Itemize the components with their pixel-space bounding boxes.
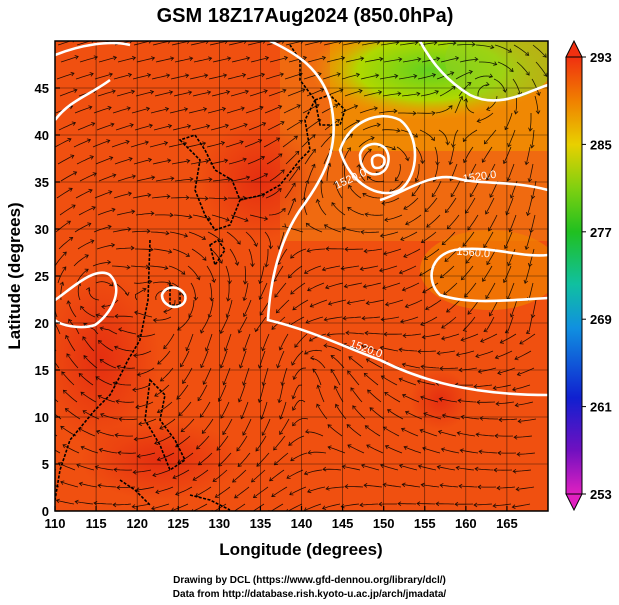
y-tick-label: 35 bbox=[35, 175, 49, 190]
x-tick-label: 140 bbox=[291, 516, 313, 531]
colorbar-tick-label: 253 bbox=[590, 487, 612, 502]
x-tick-label: 110 bbox=[45, 516, 66, 531]
y-tick-label: 10 bbox=[35, 410, 49, 425]
y-tick-label: 5 bbox=[42, 457, 49, 472]
y-axis-label: Latitude (degrees) bbox=[5, 202, 24, 349]
colorbar-tick-label: 269 bbox=[590, 312, 612, 327]
y-tick-label: 20 bbox=[35, 316, 49, 331]
geopotential-contours bbox=[55, 41, 548, 397]
y-axis-ticks: 0 5 10 15 20 25 30 35 40 45 bbox=[35, 81, 60, 519]
colorbar-tick-label: 277 bbox=[590, 225, 612, 240]
y-tick-label: 0 bbox=[42, 504, 49, 519]
colorbar-tick-label: 293 bbox=[590, 50, 612, 65]
x-tick-label: 120 bbox=[126, 516, 148, 531]
y-tick-label: 15 bbox=[35, 363, 49, 378]
colorbar-bottom-arrow bbox=[565, 493, 583, 512]
credit-data-source: Data from http://database.rish.kyoto-u.a… bbox=[172, 589, 447, 600]
contour-line bbox=[370, 153, 386, 170]
colorbar-tick-label: 261 bbox=[590, 400, 612, 415]
contour-line bbox=[358, 142, 390, 176]
contour-line bbox=[55, 41, 131, 57]
contour-line bbox=[418, 41, 548, 102]
x-tick-label: 130 bbox=[208, 516, 230, 531]
y-tick-label: 25 bbox=[35, 269, 49, 284]
contour-line bbox=[379, 175, 548, 202]
contour-line bbox=[55, 271, 118, 329]
x-tick-label: 125 bbox=[167, 516, 189, 531]
contour-line bbox=[160, 286, 187, 309]
contour-line bbox=[55, 78, 111, 121]
contour-line bbox=[430, 247, 548, 303]
colorbar-ticks: 293 285 277 269 261 253 bbox=[582, 50, 612, 502]
coastline bbox=[55, 44, 346, 511]
x-tick-label: 160 bbox=[455, 516, 477, 531]
contour-line bbox=[266, 41, 548, 397]
colorbar-top-arrow bbox=[565, 39, 583, 58]
chart-title: GSM 18Z17Aug2024 (850.0hPa) bbox=[157, 5, 454, 27]
x-tick-label: 145 bbox=[332, 516, 354, 531]
colorbar-tick-label: 285 bbox=[590, 137, 612, 152]
x-tick-label: 150 bbox=[373, 516, 395, 531]
y-tick-label: 45 bbox=[35, 81, 49, 96]
x-tick-label: 155 bbox=[414, 516, 436, 531]
colorbar: 293 285 277 269 261 253 bbox=[565, 39, 612, 512]
credit-dcl: Drawing by DCL (https://www.gfd-dennou.o… bbox=[173, 575, 446, 586]
x-axis-ticks: 110 115 120 125 130 135 140 145 150 155 160 165 bbox=[45, 506, 518, 531]
colorbar-body bbox=[565, 56, 583, 495]
contour-label: 1560.0 bbox=[456, 246, 491, 261]
contour-label: 1520.0 bbox=[462, 169, 497, 186]
x-tick-label: 135 bbox=[250, 516, 272, 531]
x-tick-label: 115 bbox=[86, 516, 107, 531]
lat-lon-grid bbox=[55, 41, 548, 511]
contour-line bbox=[338, 115, 417, 195]
x-tick-label: 165 bbox=[496, 516, 518, 531]
y-tick-label: 40 bbox=[35, 128, 49, 143]
x-axis-label: Longitude (degrees) bbox=[219, 540, 382, 559]
y-tick-label: 30 bbox=[35, 222, 49, 237]
